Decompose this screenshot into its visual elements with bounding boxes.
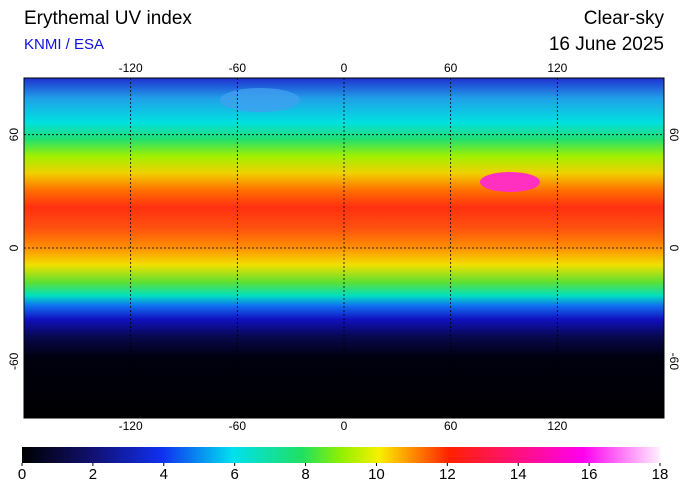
colorbar-label: 0 <box>18 466 26 483</box>
lat-label-right: 0 <box>667 245 681 252</box>
colorbar-label: 4 <box>160 466 168 483</box>
lon-label-top: 0 <box>341 61 348 75</box>
greenland-area <box>220 88 300 112</box>
lon-label-top: 120 <box>547 61 567 75</box>
lat-label-left: 0 <box>7 244 21 251</box>
lat-label-right: -60 <box>667 353 681 371</box>
colorbar-label: 10 <box>368 466 385 483</box>
lon-label-bottom: 0 <box>341 419 348 433</box>
colorbar-label: 18 <box>652 466 669 483</box>
uv-hotspot <box>480 172 540 192</box>
colorbar-label: 6 <box>230 466 238 483</box>
colorbar-label: 8 <box>301 466 309 483</box>
lon-label-bottom: -120 <box>119 419 143 433</box>
lon-label-bottom: 120 <box>547 419 567 433</box>
lat-label-left: -60 <box>7 352 21 370</box>
colorbar-label: 16 <box>581 466 598 483</box>
colorbar-label: 2 <box>89 466 97 483</box>
colorbar-label: 14 <box>510 466 527 483</box>
colorbar-label: 12 <box>439 466 456 483</box>
colorbar <box>22 447 660 463</box>
lon-label-top: -120 <box>119 61 143 75</box>
lat-label-right: 60 <box>667 128 681 142</box>
lat-label-left: 60 <box>7 128 21 142</box>
lon-label-top: -60 <box>229 61 247 75</box>
lon-label-bottom: -60 <box>229 419 247 433</box>
lon-label-bottom: 60 <box>444 419 458 433</box>
date: 16 June 2025 <box>549 34 664 55</box>
title: Erythemal UV index <box>24 8 192 29</box>
lon-label-top: 60 <box>444 61 458 75</box>
right-title: Clear-sky <box>584 8 665 29</box>
subtitle: KNMI / ESA <box>24 36 104 53</box>
